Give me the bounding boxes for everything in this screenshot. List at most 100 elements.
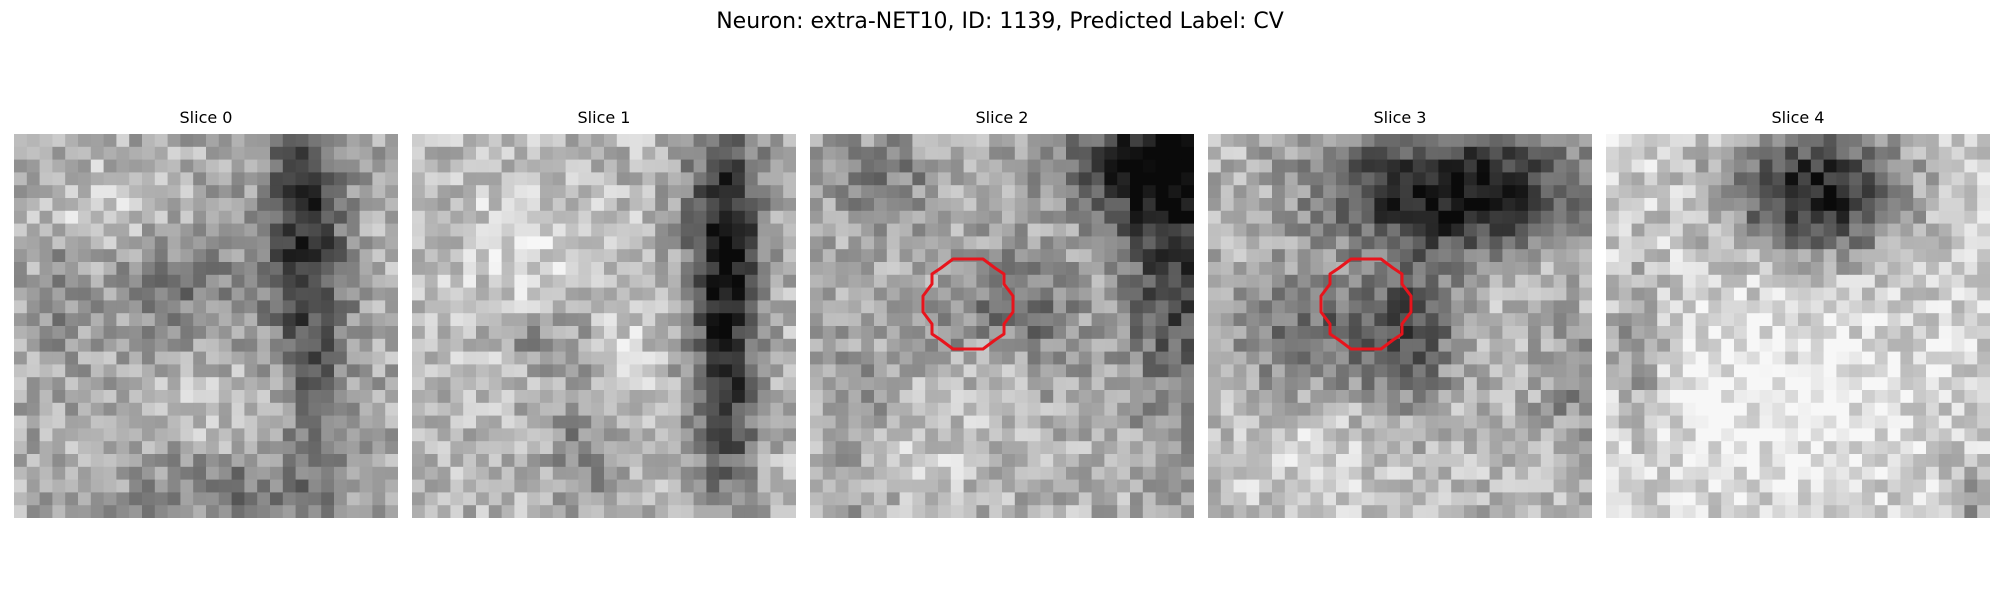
pixel [848,236,862,250]
pixel [257,262,271,276]
pixel [167,377,181,391]
pixel [732,441,746,455]
pixel [295,287,309,301]
pixel [1708,262,1722,276]
pixel [757,287,771,301]
pixel [744,454,758,468]
pixel [848,364,862,378]
pixel [1438,428,1452,442]
pixel [437,377,451,391]
pixel [783,402,796,416]
pixel [925,198,939,212]
pixel [218,390,232,404]
pixel [655,146,669,160]
pixel [501,454,515,468]
pixel [886,300,900,314]
pixel [1849,364,1863,378]
pixel [1606,159,1620,173]
pixel [1246,210,1260,224]
pixel [1336,146,1350,160]
pixel [1540,198,1554,212]
pixel [1528,364,1542,378]
pixel [244,210,258,224]
pixel [757,249,771,263]
pixel [950,287,964,301]
pixel [476,377,490,391]
pixel [848,338,862,352]
pixel [552,505,566,518]
pixel [1631,479,1645,493]
pixel [346,198,360,212]
pixel [1168,415,1182,429]
pixel [1259,210,1273,224]
pixel [527,172,541,186]
pixel [218,300,232,314]
pixel [65,505,79,518]
pixel [1695,479,1709,493]
pixel [822,223,836,237]
pixel [835,134,849,148]
pixel [1310,466,1324,480]
pixel [1002,402,1016,416]
pixel [321,313,335,327]
pixel [193,454,207,468]
pixel [129,159,143,173]
pixel [231,185,245,199]
pixel [1670,236,1684,250]
pixel [90,377,104,391]
pixel [501,249,515,263]
pixel [1644,390,1658,404]
pixel [282,146,296,160]
pixel [321,210,335,224]
pixel [642,198,656,212]
pixel [78,185,92,199]
pixel [1246,454,1260,468]
pixel [1785,274,1799,288]
pixel [938,249,952,263]
pixel [206,364,220,378]
pixel [963,287,977,301]
pixel [1220,441,1234,455]
pixel [591,415,605,429]
pixel [412,313,426,327]
pixel [1053,454,1067,468]
pixel [308,364,322,378]
pixel [1579,441,1592,455]
pixel [295,146,309,160]
pixel [1168,159,1182,173]
pixel [1759,287,1773,301]
pixel [1657,479,1671,493]
pixel [552,377,566,391]
pixel [180,249,194,263]
pixel [14,338,28,352]
pixel [1400,249,1414,263]
pixel [1489,441,1503,455]
pixel [257,351,271,365]
pixel [412,185,426,199]
pixel [295,415,309,429]
pixel [463,377,477,391]
pixel [1836,441,1850,455]
pixel [39,249,53,263]
pixel [1695,313,1709,327]
pixel [1387,300,1401,314]
pixel [1606,338,1620,352]
pixel [1579,134,1592,148]
pixel [372,326,386,340]
pixel [1862,249,1876,263]
pixel [1785,390,1799,404]
pixel [1489,262,1503,276]
pixel [719,492,733,506]
pixel [1977,326,1990,340]
pixel [886,377,900,391]
pixel [1451,326,1465,340]
pixel [90,351,104,365]
pixel [450,454,464,468]
pixel [282,428,296,442]
pixel [1208,146,1222,160]
pixel [1515,159,1529,173]
pixel [1631,134,1645,148]
pixel [334,249,348,263]
pixel [552,313,566,327]
pixel [1900,262,1914,276]
